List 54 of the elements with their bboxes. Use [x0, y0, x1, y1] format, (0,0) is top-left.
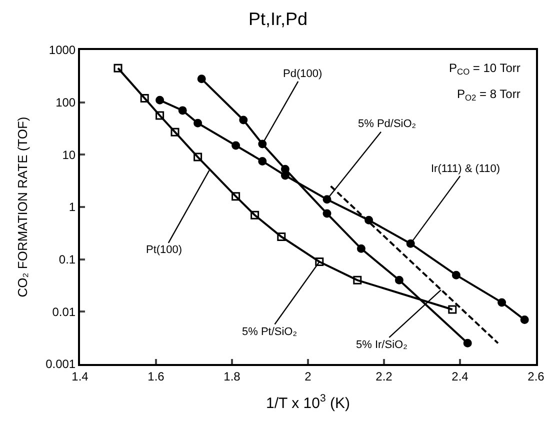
point [114, 64, 122, 72]
point [140, 94, 149, 102]
point [322, 195, 332, 204]
point [156, 96, 164, 104]
point [250, 210, 260, 220]
point [452, 270, 460, 280]
point [406, 239, 415, 248]
point [170, 128, 180, 136]
x-tick-label: 1.8 [224, 369, 241, 384]
point [463, 338, 472, 348]
x-tick-label: 1.4 [72, 369, 89, 384]
point [258, 156, 267, 166]
chart-title: Pt,Ir,Pd [248, 9, 308, 29]
annotation: 5% Ir/SiO₂ [356, 339, 408, 351]
annotation: Pd(100) [283, 68, 322, 80]
point [520, 316, 529, 324]
y-axis-title: CO₂ FORMATION RATE (TOF) [15, 116, 30, 298]
point [448, 305, 457, 314]
annotation: P$_{CO}$ = 10 Torr [449, 61, 520, 77]
point [194, 152, 202, 162]
annotation: Ir(111) & (110) [431, 163, 500, 175]
x-tick-label: 2.4 [452, 369, 469, 384]
annotation: 5% Pd/SiO₂ [358, 118, 416, 130]
point [280, 171, 290, 180]
point [315, 257, 324, 266]
point [197, 74, 206, 84]
point [394, 276, 404, 284]
point [239, 116, 248, 124]
point [356, 244, 366, 253]
y-tick-label: 1 [68, 200, 76, 214]
y-tick-label: 100 [56, 96, 76, 110]
point [156, 111, 164, 120]
annotation: P$_{O2}$ = 8 Torr [457, 87, 520, 103]
point [277, 232, 286, 242]
y-tick-label: 0.01 [52, 304, 76, 319]
point [232, 141, 240, 150]
point [353, 276, 362, 284]
point [258, 140, 267, 148]
y-tick-label: 0.001 [46, 357, 76, 372]
annotation: Pt(100) [146, 244, 182, 256]
point [194, 118, 202, 128]
point [232, 192, 240, 201]
x-tick-label: 2.2 [376, 369, 393, 384]
point [322, 209, 332, 218]
y-tick-label: 0.1 [58, 252, 76, 267]
y-tick-label: 10 [62, 148, 76, 162]
x-tick-label: 2 [304, 369, 312, 384]
x-tick-label: 2.6 [528, 369, 545, 384]
x-tick-label: 1.6 [148, 369, 165, 384]
y-tick-label: 1000 [48, 43, 76, 58]
x-axis-title: 1/T x 10$^{3}$ (K) [266, 392, 350, 412]
point [178, 106, 187, 115]
annotation: 5% Pt/SiO₂ [242, 326, 298, 338]
point [498, 298, 506, 307]
